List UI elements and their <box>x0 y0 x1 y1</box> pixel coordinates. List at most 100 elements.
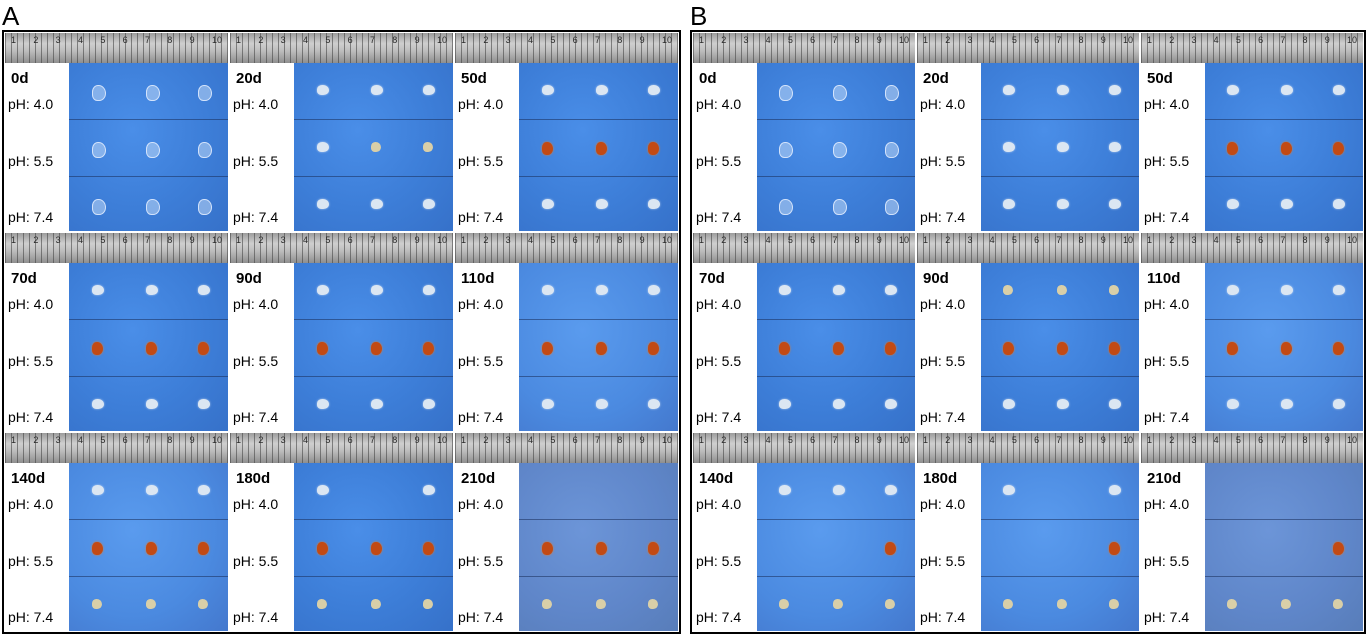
ruler-tick-label: 6 <box>1034 435 1040 445</box>
hydrogel-sample <box>541 199 554 209</box>
ruler: 1 2 3 4 5 6 7 8 9 10 <box>693 33 915 63</box>
ruler-numbers: 1 2 3 4 5 6 7 8 9 10 <box>11 235 222 245</box>
ph-label: pH: 7.4 <box>233 209 279 225</box>
timepoint-cell: 1 2 3 4 5 6 7 8 9 10 210d pH: 4.0 pH: 5.5 pH: 7.4 <box>455 433 678 631</box>
ph-label: pH: 5.5 <box>233 553 279 569</box>
hydrogel-sample <box>423 542 435 555</box>
ruler-tick-label: 4 <box>1213 235 1219 245</box>
condition-labels: 140d pH: 4.0 pH: 5.5 pH: 7.4 <box>693 463 757 631</box>
lane-divider <box>519 519 678 520</box>
sample-photo <box>981 463 1139 631</box>
timepoint-cell: 1 2 3 4 5 6 7 8 9 10 50d pH: 4.0 pH: 5.5 pH: 7.4 <box>455 33 678 231</box>
hydrogel-sample <box>423 85 436 95</box>
ph-label: pH: 7.4 <box>8 609 54 625</box>
ph-label: pH: 7.4 <box>458 609 504 625</box>
ruler: 1 2 3 4 5 6 7 8 9 10 <box>1141 233 1363 263</box>
ph-label: pH: 5.5 <box>458 553 504 569</box>
hydrogel-sample <box>595 199 608 209</box>
ruler-tick-label: 1 <box>699 235 705 245</box>
ruler: 1 2 3 4 5 6 7 8 9 10 <box>5 433 228 463</box>
ruler-tick-label: 10 <box>1346 35 1357 45</box>
ruler-tick-label: 10 <box>898 235 909 245</box>
timepoint-cell: 1 2 3 4 5 6 7 8 9 10 70d pH: 4.0 pH: 5.5 pH: 7.4 <box>693 233 915 431</box>
ruler-tick-label: 6 <box>572 235 578 245</box>
ruler: 1 2 3 4 5 6 7 8 9 10 <box>5 33 228 63</box>
hydrogel-sample <box>1227 142 1239 155</box>
ruler-tick-label: 9 <box>639 235 645 245</box>
hydrogel-sample <box>1109 342 1121 355</box>
ruler-tick-label: 9 <box>189 435 195 445</box>
hydrogel-sample <box>541 285 554 295</box>
ruler-tick-label: 3 <box>967 35 973 45</box>
ruler-tick-label: 1 <box>461 35 467 45</box>
hydrogel-sample <box>1109 399 1122 409</box>
ruler-tick-label: 8 <box>617 235 623 245</box>
day-label: 180d <box>923 470 958 487</box>
condition-labels: 140d pH: 4.0 pH: 5.5 pH: 7.4 <box>5 463 69 631</box>
hydrogel-sample <box>91 399 104 409</box>
ruler-tick-label: 4 <box>765 435 771 445</box>
ruler-numbers: 1 2 3 4 5 6 7 8 9 10 <box>699 35 909 45</box>
ph-label: pH: 7.4 <box>1144 609 1190 625</box>
hydrogel-sample <box>1281 85 1294 95</box>
sample-photo <box>757 463 915 631</box>
hydrogel-sample <box>91 85 106 101</box>
hydrogel-sample <box>541 399 554 409</box>
ph-label: pH: 5.5 <box>1144 553 1190 569</box>
hydrogel-sample <box>370 85 383 95</box>
ruler-tick-label: 7 <box>594 235 600 245</box>
hydrogel-sample <box>423 599 434 609</box>
hydrogel-sample <box>648 85 661 95</box>
ruler-tick-label: 2 <box>33 235 39 245</box>
hydrogel-sample <box>779 342 791 355</box>
ph-label: pH: 5.5 <box>696 153 742 169</box>
ruler-tick-label: 6 <box>810 235 816 245</box>
hydrogel-sample <box>1227 599 1238 609</box>
lane-divider <box>1205 319 1363 320</box>
ruler-tick-label: 7 <box>1280 435 1286 445</box>
timepoint-cell: 1 2 3 4 5 6 7 8 9 10 20d pH: 4.0 pH: 5.5 pH: 7.4 <box>230 33 453 231</box>
hydrogel-sample <box>370 199 383 209</box>
ph-label: pH: 4.0 <box>1144 296 1190 312</box>
ph-label: pH: 4.0 <box>1144 96 1190 112</box>
ph-label: pH: 4.0 <box>920 96 966 112</box>
sample-photo <box>69 263 228 431</box>
hydrogel-sample <box>1227 285 1240 295</box>
ruler-tick-label: 3 <box>967 435 973 445</box>
hydrogel-sample <box>885 599 896 609</box>
ruler-tick-label: 10 <box>661 35 672 45</box>
hydrogel-sample <box>91 542 103 555</box>
hydrogel-sample <box>648 599 659 609</box>
ruler-tick-label: 5 <box>550 235 556 245</box>
hydrogel-sample <box>1281 199 1294 209</box>
ruler-tick-label: 4 <box>989 35 995 45</box>
ruler-tick-label: 5 <box>1235 235 1241 245</box>
ruler-tick-label: 8 <box>167 235 173 245</box>
ruler-tick-label: 8 <box>392 235 398 245</box>
ph-label: pH: 5.5 <box>8 553 54 569</box>
ph-label: pH: 7.4 <box>696 609 742 625</box>
ruler-tick-label: 1 <box>1147 435 1153 445</box>
hydrogel-sample <box>145 542 157 555</box>
hydrogel-sample <box>198 285 211 295</box>
ruler-numbers: 1 2 3 4 5 6 7 8 9 10 <box>236 435 447 445</box>
day-label: 210d <box>1147 470 1182 487</box>
ph-label: pH: 5.5 <box>920 153 966 169</box>
hydrogel-sample <box>885 142 900 158</box>
hydrogel-sample <box>833 399 846 409</box>
day-label: 110d <box>461 270 495 287</box>
condition-labels: 70d pH: 4.0 pH: 5.5 pH: 7.4 <box>5 263 69 431</box>
ruler: 1 2 3 4 5 6 7 8 9 10 <box>5 233 228 263</box>
panel-label-a: A <box>2 1 20 31</box>
ruler-tick-label: 3 <box>743 35 749 45</box>
ruler-tick-label: 1 <box>461 235 467 245</box>
day-label: 210d <box>461 470 496 487</box>
ruler-tick-label: 4 <box>527 235 533 245</box>
ruler: 1 2 3 4 5 6 7 8 9 10 <box>455 233 678 263</box>
day-label: 90d <box>236 270 262 287</box>
hydrogel-sample <box>1057 142 1070 152</box>
ruler-tick-label: 4 <box>765 235 771 245</box>
ruler-numbers: 1 2 3 4 5 6 7 8 9 10 <box>699 435 909 445</box>
hydrogel-sample <box>370 285 383 295</box>
ph-label: pH: 4.0 <box>696 296 742 312</box>
